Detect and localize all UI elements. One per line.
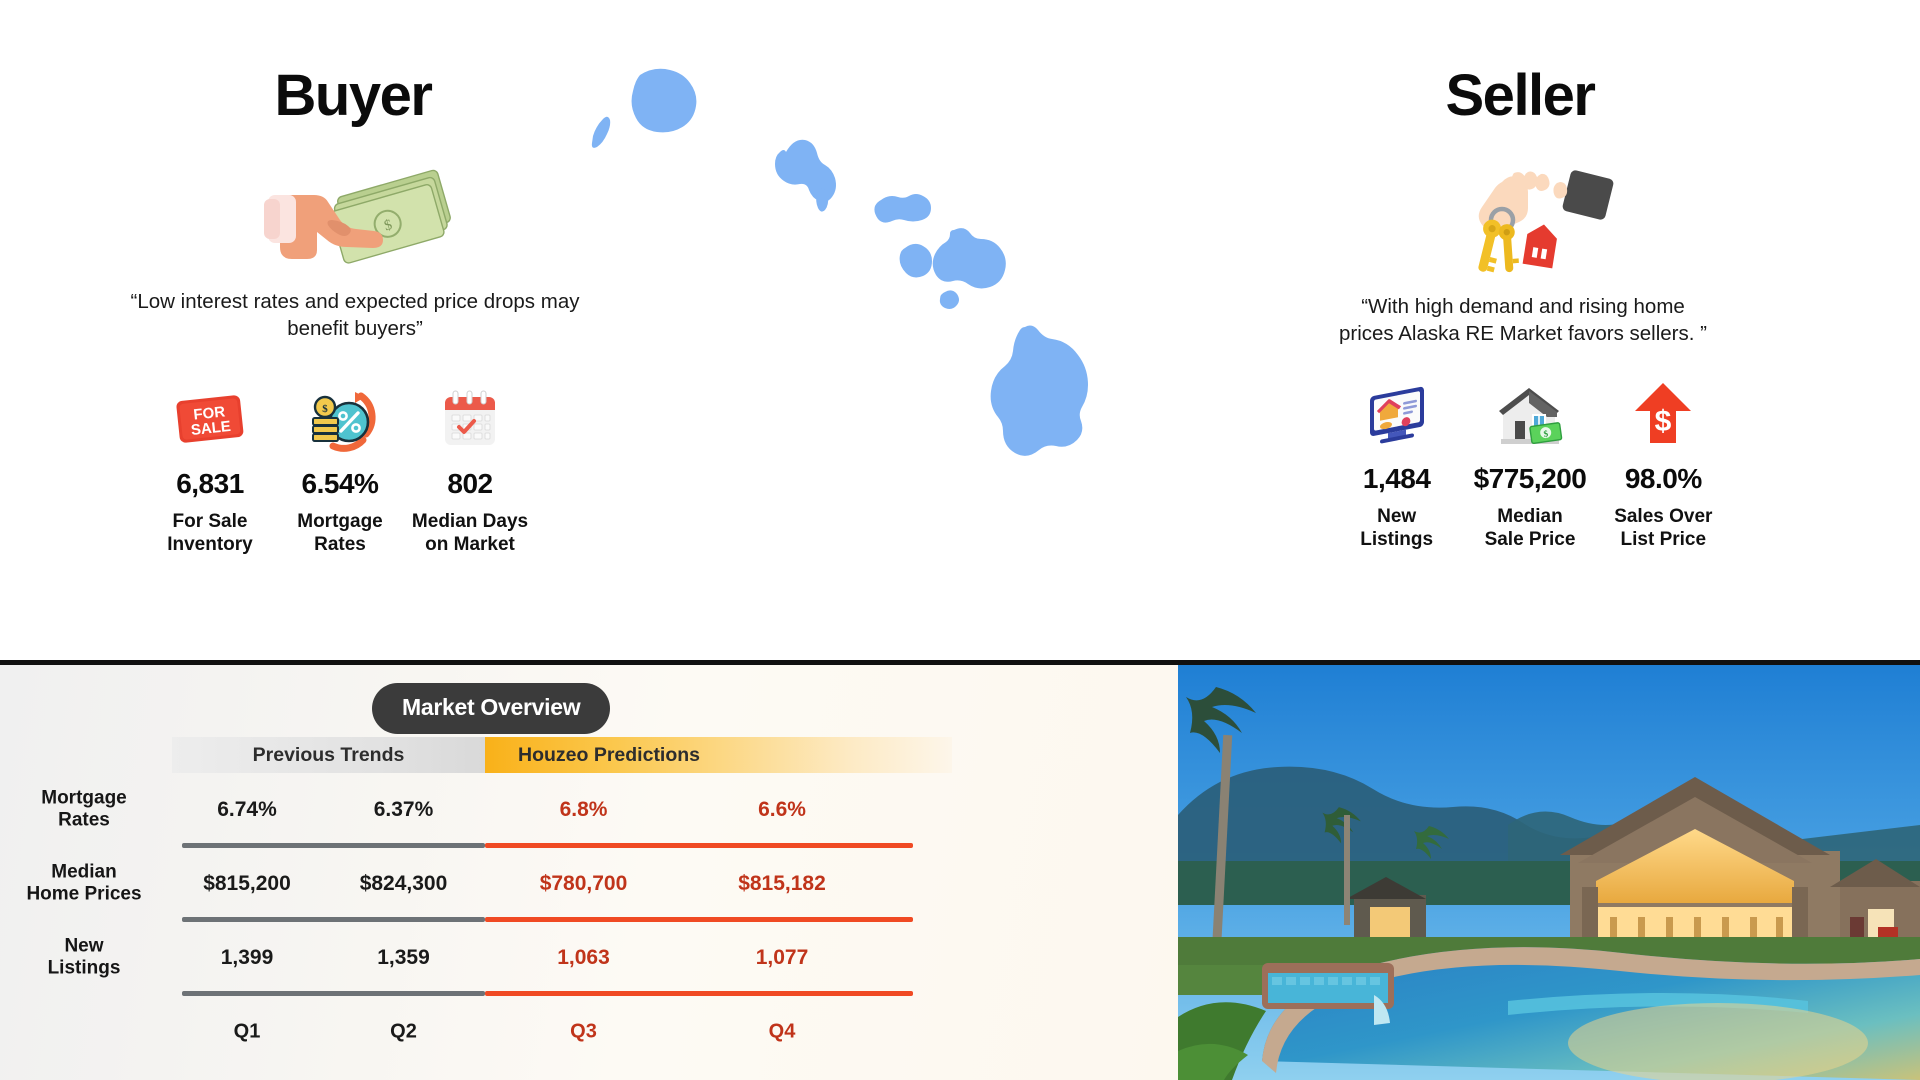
- stat-value: 6,831: [176, 468, 244, 499]
- stat-value: 1,484: [1362, 463, 1431, 494]
- red-up-arrow-dollar-icon: $: [1624, 375, 1702, 453]
- stat-label: Median Sale Price: [1484, 506, 1576, 550]
- table-cell: 6.37%: [373, 798, 434, 821]
- house-with-money-icon: $: [1491, 375, 1569, 453]
- table-cell: 1,359: [377, 946, 430, 969]
- table-cell: 6.6%: [758, 798, 806, 821]
- table-cell: 1,399: [220, 946, 274, 969]
- table-cell: 6.8%: [559, 798, 608, 821]
- row-divider-prediction: [485, 991, 913, 996]
- calendar-icon: [431, 380, 509, 458]
- row-label: New Listings: [47, 935, 121, 979]
- hand-holding-cash-icon: $: [262, 155, 462, 285]
- stat-value: 98.0%: [1624, 463, 1702, 494]
- stat-label: Sales Over List Price: [1614, 506, 1713, 550]
- table-cell: $815,200: [203, 872, 291, 895]
- row-divider-previous: [182, 843, 485, 848]
- seller-heading: Seller: [1445, 63, 1597, 128]
- svg-text:$: $: [1655, 405, 1672, 438]
- market-overview-panel: Market Overview Previous Trends Houzeo P…: [0, 660, 1920, 1080]
- table-cell: $815,182: [738, 872, 826, 895]
- row-label: Median Home Prices: [26, 861, 142, 905]
- row-divider-prediction: [485, 917, 913, 922]
- stat-label: Mortgage Rates: [297, 511, 383, 555]
- table-row: New Listings 1,399 1,359 1,063 1,077: [0, 921, 1178, 995]
- stat-label: New Listings: [1360, 506, 1434, 550]
- svg-text:SALE: SALE: [190, 418, 232, 439]
- luxury-home-pool-photo: [1178, 665, 1920, 1080]
- row-divider-previous: [182, 917, 485, 922]
- buyer-seller-panel: Buyer $ “Low interest rates and expected…: [130, 40, 1730, 557]
- table-row: Median Home Prices $815,200 $824,300 $78…: [0, 847, 1178, 921]
- for-sale-sign-icon: FOR SALE: [171, 380, 249, 458]
- coins-percent-icon: $: [301, 380, 379, 458]
- group-header-previous-trends: Previous Trends: [172, 737, 485, 773]
- market-overview-pill: Market Overview: [372, 683, 611, 734]
- row-divider-prediction: [485, 843, 913, 848]
- table-cell: 6.74%: [217, 798, 277, 821]
- quarter-label: Q2: [390, 1020, 417, 1043]
- hand-holding-keys-icon: [1440, 160, 1640, 290]
- group-header-houzeo-predictions: Houzeo Predictions: [485, 737, 952, 773]
- quarter-label-row: Q1 Q2 Q3 Q4: [0, 995, 1178, 1069]
- stat-sales-over-list-price: $ 98.0% Sales Over List Price: [1597, 375, 1730, 552]
- svg-text:FOR: FOR: [193, 403, 226, 423]
- buyer-quote-text: “Low interest rates and expected price d…: [130, 290, 580, 341]
- table-row: Mortgage Rates 6.74% 6.37% 6.8% 6.6%: [0, 773, 1178, 847]
- stat-median-days-on-market: 802 Median Days on Market: [405, 380, 535, 557]
- group-header-label: Houzeo Predictions: [518, 743, 701, 766]
- hawaii-islands-map: [560, 40, 1120, 470]
- listing-monitor-icon: [1358, 375, 1436, 453]
- buyer-heading: Buyer: [274, 63, 433, 128]
- quarter-label: Q3: [570, 1020, 597, 1043]
- stat-for-sale-inventory: FOR SALE 6,831 For Sale Inventory: [145, 380, 275, 557]
- seller-quote-text: “With high demand and rising home prices…: [1339, 295, 1707, 346]
- stat-label: For Sale Inventory: [167, 511, 253, 555]
- table-cell: $824,300: [359, 872, 448, 895]
- buyer-stats-row: FOR SALE 6,831 For Sale Inventory: [145, 380, 535, 557]
- quarter-label: Q1: [233, 1020, 261, 1043]
- svg-text:$: $: [1543, 428, 1549, 439]
- stat-median-sale-price: $ $775,200 Median Sale Price: [1463, 375, 1596, 552]
- stat-mortgage-rates: $ 6.54% Mortgage Rates: [275, 380, 405, 557]
- group-header-label: Previous Trends: [252, 743, 405, 766]
- table-cell: 1,063: [557, 946, 610, 969]
- stat-value: 6.54%: [301, 468, 379, 499]
- stat-new-listings: 1,484 New Listings: [1330, 375, 1463, 552]
- table-cell: 1,077: [755, 946, 809, 969]
- stat-label: Median Days on Market: [411, 511, 529, 555]
- table-cell: $780,700: [539, 872, 628, 895]
- row-label: Mortgage Rates: [41, 787, 127, 831]
- market-overview-table: Market Overview Previous Trends Houzeo P…: [0, 665, 1178, 1080]
- seller-stats-row: 1,484 New Listings: [1330, 375, 1730, 552]
- stat-value: 802: [447, 468, 493, 499]
- row-divider-previous: [182, 991, 485, 996]
- quarter-label: Q4: [768, 1020, 796, 1043]
- svg-text:$: $: [322, 403, 328, 415]
- stat-value: $775,200: [1473, 463, 1587, 494]
